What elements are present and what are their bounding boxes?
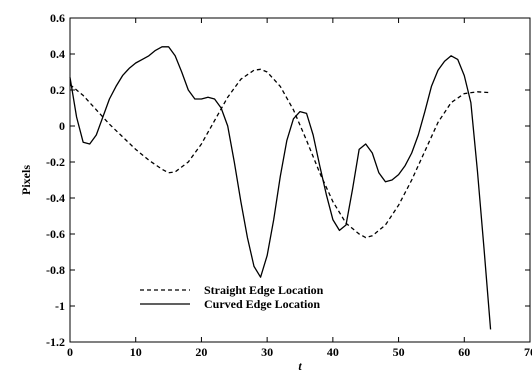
y-tick-label: 0.2 [50, 83, 65, 97]
y-tick-label: 0.4 [50, 47, 65, 61]
x-tick-label: 0 [67, 345, 73, 359]
x-tick-label: 20 [195, 345, 207, 359]
y-tick-label: -0.6 [46, 227, 65, 241]
y-tick-label: 0.6 [50, 11, 65, 25]
x-tick-label: 50 [393, 345, 405, 359]
straight-edge-series-line [69, 68, 491, 239]
x-axis-label: t [298, 359, 302, 373]
x-tick-label: 70 [524, 345, 532, 359]
plot-frame [69, 17, 531, 343]
x-tick-label: 10 [130, 345, 142, 359]
y-tick-label: -1.2 [46, 335, 65, 349]
axes: 0 10 20 30 40 50 60 70 0.6 0.4 0.2 0 -0.2 -0.4 -0.6 -0.… [46, 11, 532, 359]
y-tick-label: -0.4 [46, 191, 65, 205]
y-tick-label: 0 [59, 119, 65, 133]
x-tick-label: 60 [458, 345, 470, 359]
curved-edge-series-line [69, 46, 492, 330]
legend-label: Straight Edge Location [204, 283, 324, 297]
series-lines [69, 46, 492, 330]
y-axis-label: Pixels [19, 165, 33, 195]
x-tick-label: 40 [327, 345, 339, 359]
y-tick-label: -1 [55, 299, 65, 313]
y-tick-label: -0.2 [46, 155, 65, 169]
y-tick-label: -0.8 [46, 263, 65, 277]
x-tick-label: 30 [261, 345, 273, 359]
legend-label: Curved Edge Location [204, 297, 320, 311]
